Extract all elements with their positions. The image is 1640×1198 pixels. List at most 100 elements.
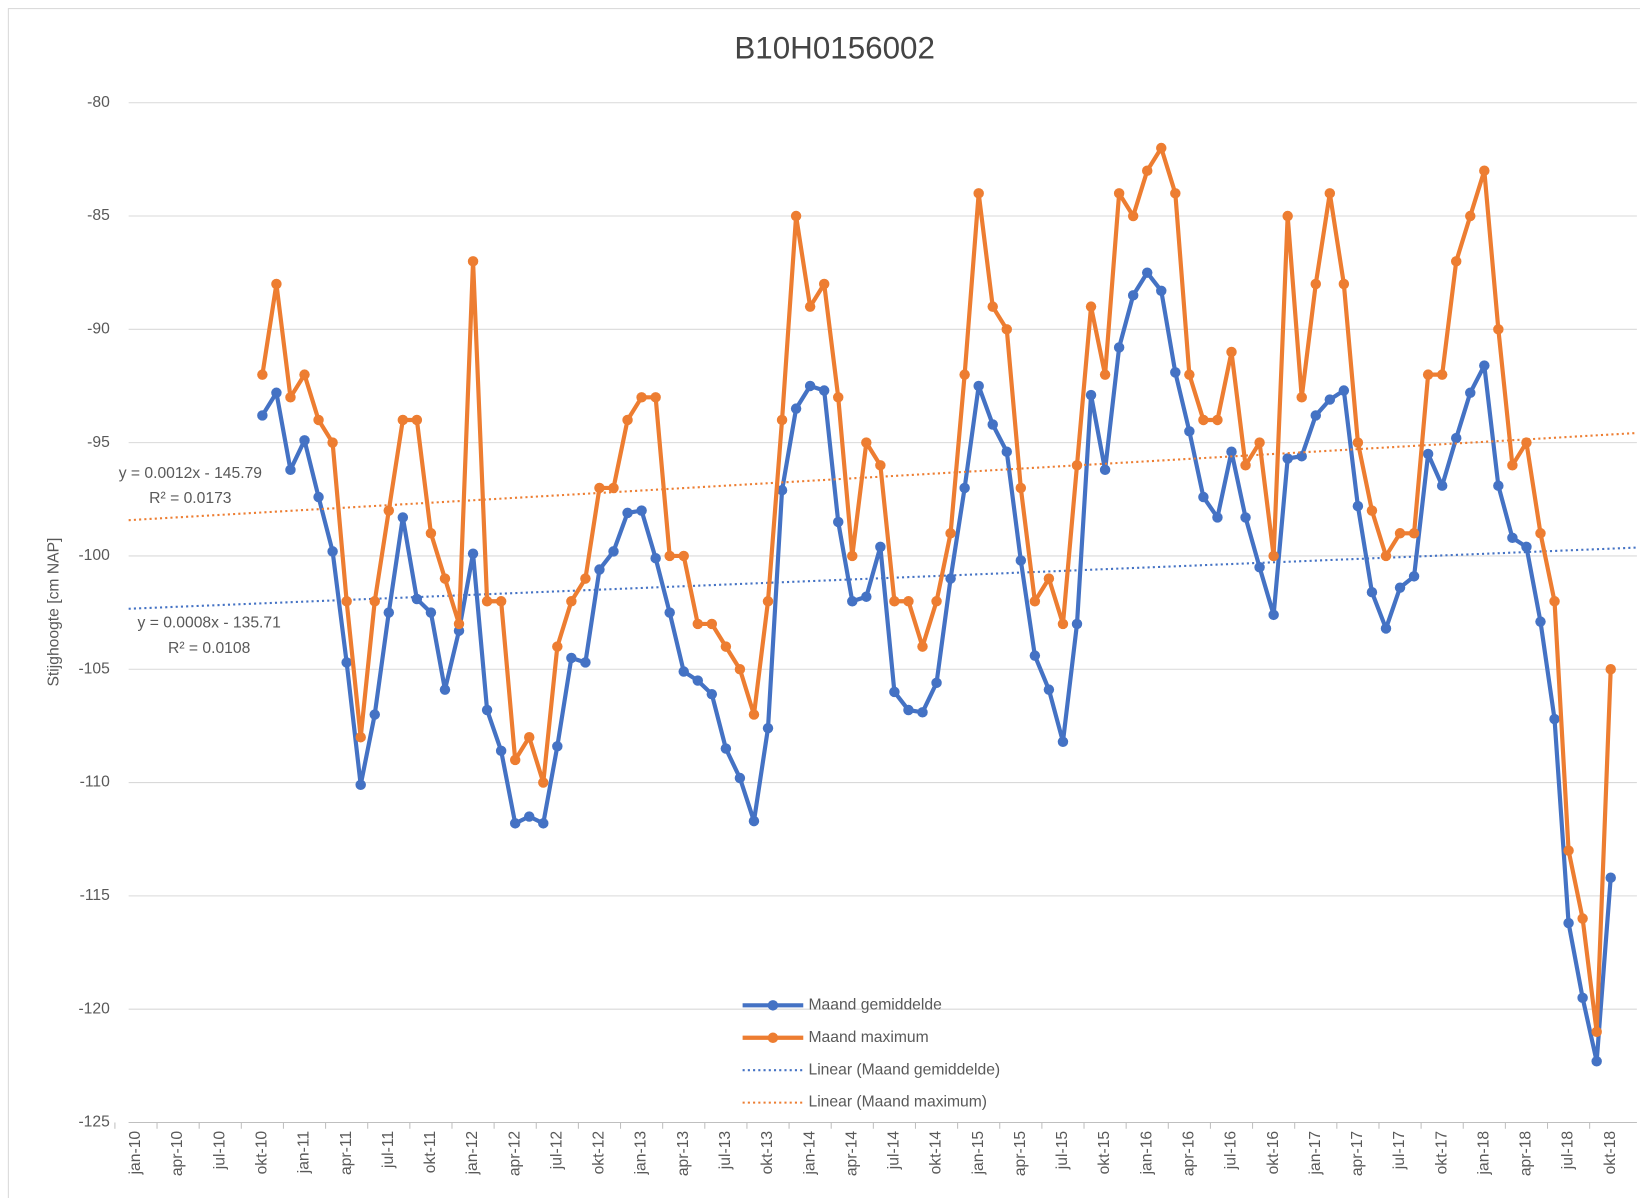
point	[1071, 460, 1083, 471]
point	[538, 777, 549, 788]
point	[1450, 256, 1462, 267]
point	[509, 818, 521, 829]
point	[1591, 1056, 1602, 1067]
point	[889, 686, 900, 698]
x-tick-label: okt-13	[759, 1131, 776, 1175]
point	[875, 460, 886, 471]
point	[1591, 1026, 1602, 1038]
point	[706, 618, 718, 630]
point	[383, 607, 395, 618]
point	[734, 664, 746, 675]
point	[257, 369, 268, 380]
point	[467, 548, 479, 559]
x-tick-label: apr-18	[1518, 1131, 1535, 1177]
point	[594, 564, 605, 575]
point	[1170, 188, 1181, 199]
point	[1535, 528, 1546, 539]
point	[987, 419, 998, 430]
x-tick-label: jul-10	[211, 1131, 228, 1171]
point	[1479, 360, 1490, 371]
point	[762, 722, 774, 734]
point	[1436, 369, 1448, 380]
x-tick-label: jul-13	[717, 1131, 734, 1171]
y-tick-label: -115	[80, 887, 110, 904]
point	[1577, 913, 1588, 924]
x-tick-label: apr-14	[843, 1131, 860, 1177]
point	[425, 528, 437, 539]
point	[327, 437, 338, 448]
point	[481, 596, 493, 607]
trendline	[128, 431, 1637, 522]
point	[762, 596, 774, 607]
point	[945, 528, 956, 539]
point	[341, 657, 352, 668]
point	[1605, 664, 1616, 675]
x-tick-label: jan-18	[1475, 1131, 1492, 1176]
point	[1563, 845, 1574, 856]
y-tick-label: -85	[87, 207, 110, 224]
x-tick-label: okt-11	[422, 1131, 439, 1173]
x-tick-label: apr-12	[506, 1131, 523, 1176]
y-tick-label: -110	[80, 774, 110, 791]
point	[552, 741, 563, 752]
point	[889, 596, 900, 607]
point	[1479, 165, 1490, 176]
point	[1254, 437, 1265, 448]
legend-marker	[767, 1032, 779, 1043]
x-tick-label: jul-17	[1391, 1131, 1408, 1170]
point	[1507, 532, 1518, 544]
point	[1465, 210, 1476, 222]
point	[959, 369, 970, 380]
point	[397, 414, 409, 426]
point	[1310, 278, 1321, 290]
x-tick-label: okt-14	[928, 1131, 945, 1175]
point	[1254, 562, 1265, 573]
y-tick-label: -105	[78, 660, 110, 677]
point	[636, 505, 647, 516]
point	[987, 301, 998, 312]
point	[271, 278, 282, 290]
point	[748, 709, 760, 720]
y-tick-label: -90	[87, 320, 110, 337]
point	[1338, 385, 1350, 396]
point	[1057, 736, 1069, 747]
point	[608, 546, 619, 557]
point	[1507, 460, 1518, 471]
point	[1282, 210, 1293, 222]
point	[1001, 446, 1013, 457]
x-tick-label: jul-12	[548, 1131, 565, 1170]
point	[804, 301, 816, 312]
point	[580, 657, 591, 668]
point	[692, 675, 704, 686]
point	[931, 677, 942, 689]
x-tick-label: apr-10	[169, 1131, 186, 1177]
point	[959, 482, 970, 494]
trend-r-squared: R² = 0.0108	[168, 640, 251, 657]
x-tick-label: apr-11	[338, 1131, 355, 1175]
point	[1352, 437, 1364, 448]
point	[369, 709, 380, 720]
point	[425, 607, 437, 618]
point	[299, 369, 310, 380]
x-tick-label: jul-18	[1560, 1131, 1577, 1171]
x-tick-label: jan-17	[1307, 1131, 1324, 1176]
point	[664, 607, 675, 618]
point	[453, 618, 465, 630]
point	[734, 772, 746, 784]
point	[1127, 210, 1139, 222]
point	[524, 811, 535, 822]
x-tick-label: okt-12	[591, 1131, 608, 1175]
point	[1394, 528, 1406, 539]
x-tick-label: jul-15	[1054, 1131, 1071, 1171]
point	[1422, 448, 1434, 460]
point	[790, 403, 802, 414]
point	[439, 573, 451, 584]
x-tick-label: okt-16	[1265, 1131, 1282, 1175]
point	[355, 779, 366, 791]
point	[566, 652, 577, 664]
point	[861, 591, 872, 602]
point	[945, 573, 956, 584]
point	[285, 392, 296, 403]
x-tick-label: jul-11	[380, 1131, 397, 1169]
point	[1563, 917, 1574, 929]
